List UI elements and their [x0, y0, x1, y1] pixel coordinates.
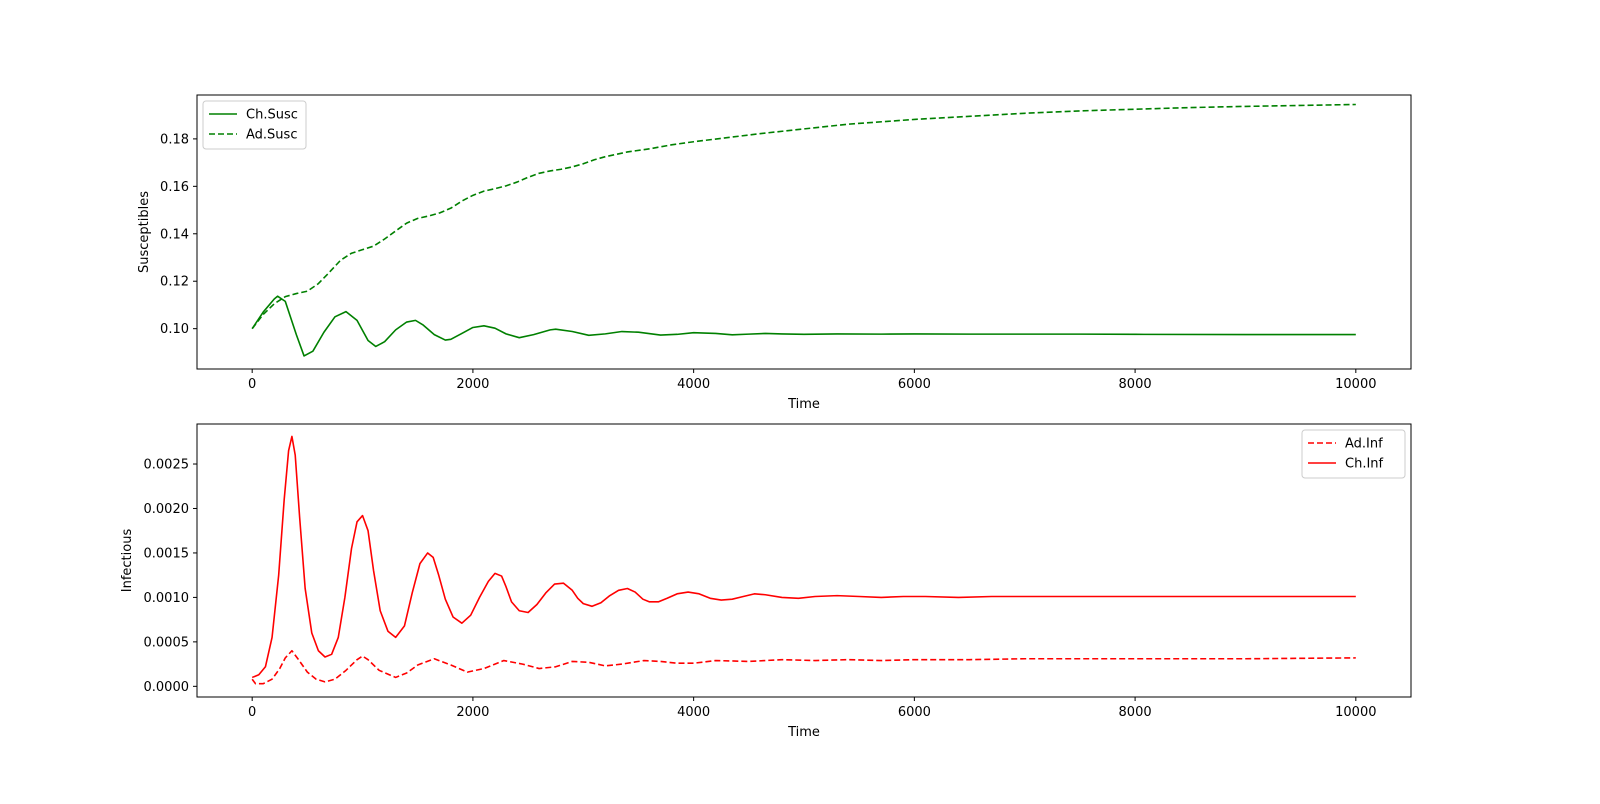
- y-tick-label: 0.0015: [144, 546, 190, 561]
- series-line-ad-inf: [251, 649, 1356, 685]
- legend: Ad.Inf Ch.Inf: [1301, 429, 1406, 479]
- legend-box: [1301, 429, 1406, 479]
- series-group: [251, 435, 1356, 685]
- y-tick-label: 0.0005: [144, 635, 190, 650]
- y-tick-label: 0.10: [160, 322, 189, 337]
- legend-label-ad-inf: Ad.Inf: [1345, 437, 1383, 452]
- y-axis-label: Infectious: [120, 529, 135, 593]
- y-tick-label: 0.0000: [144, 680, 190, 695]
- x-tick-label: 10000: [1335, 705, 1376, 720]
- x-tick-label: 0: [248, 705, 256, 720]
- y-tick-label: 0.0010: [144, 591, 190, 606]
- x-tick-label: 10000: [1335, 377, 1376, 392]
- legend: Ch.Susc Ad.Susc: [202, 100, 307, 150]
- legend-box: [202, 100, 307, 150]
- series-line-ch-susc: [251, 295, 1356, 357]
- x-tick-label: 4000: [677, 377, 710, 392]
- x-tick-label: 0: [248, 377, 256, 392]
- series-group: [251, 103, 1356, 357]
- y-tick-label: 0.12: [160, 275, 189, 290]
- series-line-ad-susc: [251, 103, 1356, 330]
- y-tick-label: 0.16: [160, 180, 189, 195]
- series-line-ch-inf: [251, 435, 1356, 679]
- x-tick-label: 6000: [898, 377, 931, 392]
- y-tick-label: 0.14: [160, 227, 189, 242]
- x-tick-label: 6000: [898, 705, 931, 720]
- x-tick-label: 2000: [456, 705, 489, 720]
- y-tick-label: 0.18: [160, 132, 189, 147]
- x-tick-label: 8000: [1119, 377, 1152, 392]
- legend-label-ad-susc: Ad.Susc: [246, 128, 297, 143]
- y-tick-label: 0.0020: [144, 502, 190, 517]
- y-tick-label: 0.0025: [144, 458, 190, 473]
- infectious-panel: 0 2000 4000 6000 8000 10000 0.0000 0.0005 0.0010…: [120, 423, 1412, 740]
- x-tick-label: 2000: [456, 377, 489, 392]
- x-axis-label: Time: [787, 397, 820, 412]
- x-tick-label: 4000: [677, 705, 710, 720]
- legend-label-ch-susc: Ch.Susc: [246, 108, 298, 123]
- axes-frame: [196, 94, 1412, 370]
- susceptibles-panel: 0 2000 4000 6000 8000 10000 0.10 0.12 0.14 0.16 0.…: [137, 94, 1412, 412]
- x-tick-label: 8000: [1119, 705, 1152, 720]
- x-axis-label: Time: [787, 725, 820, 740]
- legend-label-ch-inf: Ch.Inf: [1345, 457, 1384, 472]
- y-axis-label: Susceptibles: [137, 191, 152, 273]
- axes-frame: [196, 423, 1412, 698]
